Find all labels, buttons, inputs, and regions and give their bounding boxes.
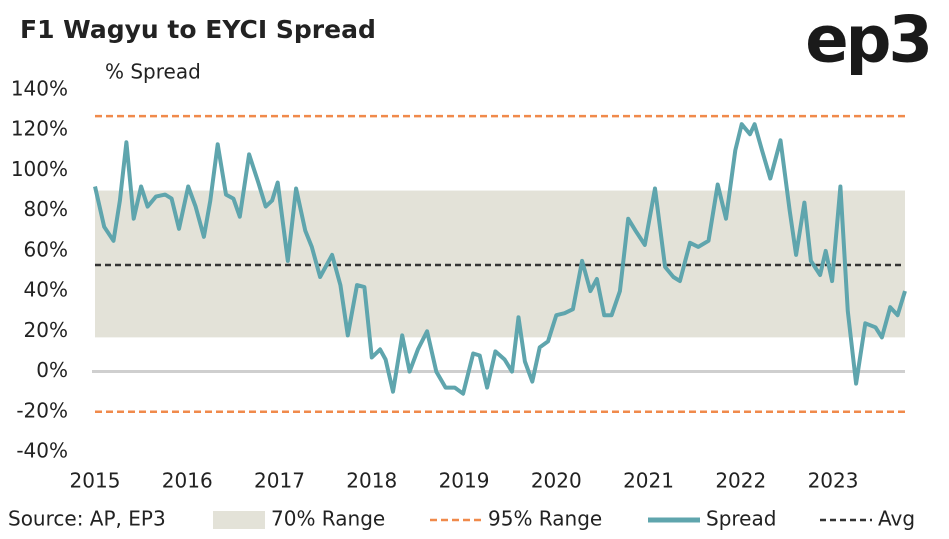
y-tick-label: 0%: [36, 358, 68, 382]
x-tick-label: 2018: [346, 469, 397, 493]
y-tick-label: 80%: [24, 197, 68, 221]
y-axis-label: % Spread: [105, 60, 201, 84]
spread-line: [93, 122, 907, 396]
x-tick-label: 2017: [254, 469, 305, 493]
x-tick-label: 2019: [439, 469, 490, 493]
legend-label: Spread: [706, 507, 776, 531]
x-tick-label: 2015: [70, 469, 121, 493]
y-tick-label: 60%: [24, 237, 68, 261]
y-tick-label: -40%: [16, 439, 68, 463]
y-tick-label: -20%: [16, 398, 68, 422]
x-tick-label: 2022: [715, 469, 766, 493]
legend-swatch: [213, 511, 265, 529]
x-tick-label: 2016: [162, 469, 213, 493]
legend-label: Avg: [878, 507, 915, 531]
y-tick-label: 140%: [11, 77, 68, 101]
y-tick-label: 100%: [11, 157, 68, 181]
chart-title: F1 Wagyu to EYCI Spread: [20, 15, 376, 44]
logo: ep3: [805, 4, 930, 78]
legend-label: 70% Range: [271, 507, 385, 531]
source: Source: AP, EP3: [8, 507, 166, 531]
y-tick-label: 20%: [24, 318, 68, 342]
legend-label: 95% Range: [488, 507, 602, 531]
x-tick-label: 2023: [808, 469, 859, 493]
y-tick-label: 40%: [24, 278, 68, 302]
x-tick-label: 2021: [623, 469, 674, 493]
x-tick-label: 2020: [531, 469, 582, 493]
y-tick-label: 120%: [11, 117, 68, 141]
